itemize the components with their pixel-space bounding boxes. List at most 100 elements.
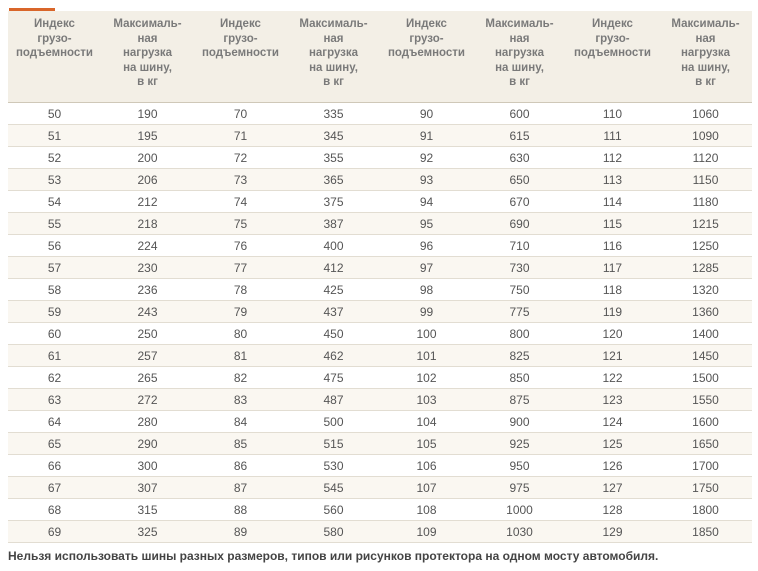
table-row: 58 236 78 425 98 750 118 1320 (8, 278, 752, 301)
table-cell: 1120 (659, 146, 752, 169)
table-row: 56 224 76 400 96 710 116 1250 (8, 234, 752, 257)
table-row: 54 212 74 375 94 670 114 1180 (8, 190, 752, 213)
table-cell: 61 (8, 344, 101, 367)
table-cell: 82 (194, 366, 287, 389)
table-cell: 67 (8, 476, 101, 499)
table-cell: 117 (566, 256, 659, 279)
table-row: 59 243 79 437 99 775 119 1360 (8, 300, 752, 323)
table-cell: 1650 (659, 432, 752, 455)
table-cell: 690 (473, 212, 566, 235)
header-cell: Максималь- ная нагрузка на шину, в кг (473, 11, 566, 103)
header-cell: Индекс грузо- подъемности (194, 11, 287, 103)
accent-bar (9, 8, 55, 11)
table-cell: 195 (101, 124, 194, 147)
table-cell: 425 (287, 278, 380, 301)
table-cell: 59 (8, 300, 101, 323)
table-cell: 102 (380, 366, 473, 389)
table-cell: 62 (8, 366, 101, 389)
table-cell: 412 (287, 256, 380, 279)
table-cell: 94 (380, 190, 473, 213)
table-row: 57 230 77 412 97 730 117 1285 (8, 256, 752, 279)
header-cell: Индекс грузо- подъемности (380, 11, 473, 103)
table-cell: 775 (473, 300, 566, 323)
table-cell: 90 (380, 102, 473, 125)
table-cell: 66 (8, 454, 101, 477)
table-cell: 515 (287, 432, 380, 455)
table-row: 64 280 84 500 104 900 124 1600 (8, 410, 752, 433)
table-cell: 52 (8, 146, 101, 169)
table-cell: 670 (473, 190, 566, 213)
table-cell: 1450 (659, 344, 752, 367)
table-row: 50 190 70 335 90 600 110 1060 (8, 102, 752, 125)
table-cell: 127 (566, 476, 659, 499)
table-row: 51 195 71 345 91 615 111 1090 (8, 124, 752, 147)
table-cell: 1750 (659, 476, 752, 499)
table-cell: 1360 (659, 300, 752, 323)
table-cell: 120 (566, 322, 659, 345)
table-cell: 83 (194, 388, 287, 411)
table-cell: 73 (194, 168, 287, 191)
table-cell: 65 (8, 432, 101, 455)
table-cell: 51 (8, 124, 101, 147)
table-cell: 60 (8, 322, 101, 345)
table-cell: 76 (194, 234, 287, 257)
table-cell: 57 (8, 256, 101, 279)
table-cell: 1600 (659, 410, 752, 433)
footnote: Нельзя использовать шины разных размеров… (8, 549, 659, 563)
table-cell: 206 (101, 168, 194, 191)
table-cell: 487 (287, 388, 380, 411)
table-cell: 92 (380, 146, 473, 169)
table-cell: 190 (101, 102, 194, 125)
table-cell: 224 (101, 234, 194, 257)
table-cell: 325 (101, 520, 194, 543)
table-cell: 101 (380, 344, 473, 367)
table-row: 61 257 81 462 101 825 121 1450 (8, 344, 752, 367)
table-cell: 710 (473, 234, 566, 257)
table-cell: 1700 (659, 454, 752, 477)
table-cell: 89 (194, 520, 287, 543)
table-cell: 110 (566, 102, 659, 125)
table-cell: 79 (194, 300, 287, 323)
table-cell: 104 (380, 410, 473, 433)
table-cell: 75 (194, 212, 287, 235)
table-cell: 560 (287, 498, 380, 521)
table-cell: 1250 (659, 234, 752, 257)
table-cell: 800 (473, 322, 566, 345)
table-row: 55 218 75 387 95 690 115 1215 (8, 212, 752, 235)
header-cell: Индекс грузо- подъемности (566, 11, 659, 103)
table-cell: 74 (194, 190, 287, 213)
table-cell: 230 (101, 256, 194, 279)
table-cell: 615 (473, 124, 566, 147)
table-cell: 875 (473, 388, 566, 411)
table-row: 60 250 80 450 100 800 120 1400 (8, 322, 752, 345)
table-cell: 212 (101, 190, 194, 213)
table-cell: 1000 (473, 498, 566, 521)
table-cell: 250 (101, 322, 194, 345)
table-cell: 84 (194, 410, 287, 433)
table-cell: 118 (566, 278, 659, 301)
header-cell: Максималь- ная нагрузка на шину, в кг (101, 11, 194, 103)
table-cell: 900 (473, 410, 566, 433)
table-cell: 335 (287, 102, 380, 125)
table-cell: 115 (566, 212, 659, 235)
table-cell: 85 (194, 432, 287, 455)
table-cell: 56 (8, 234, 101, 257)
load-index-table: Индекс грузо- подъемности Максималь- ная … (8, 11, 752, 543)
table-cell: 96 (380, 234, 473, 257)
table-row: 65 290 85 515 105 925 125 1650 (8, 432, 752, 455)
table-cell: 1180 (659, 190, 752, 213)
table-cell: 68 (8, 498, 101, 521)
table-cell: 108 (380, 498, 473, 521)
table-cell: 1215 (659, 212, 752, 235)
table-cell: 105 (380, 432, 473, 455)
table-cell: 64 (8, 410, 101, 433)
table-cell: 600 (473, 102, 566, 125)
table-cell: 1400 (659, 322, 752, 345)
table-cell: 462 (287, 344, 380, 367)
table-row: 66 300 86 530 106 950 126 1700 (8, 454, 752, 477)
table-cell: 315 (101, 498, 194, 521)
table-cell: 1150 (659, 168, 752, 191)
table-cell: 925 (473, 432, 566, 455)
table-row: 63 272 83 487 103 875 123 1550 (8, 388, 752, 411)
